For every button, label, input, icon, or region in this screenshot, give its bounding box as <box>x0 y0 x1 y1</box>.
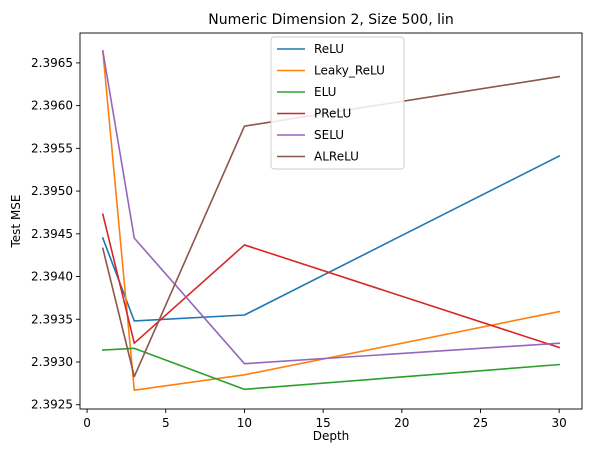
legend-label-relu: ReLU <box>314 42 344 56</box>
x-tick-label: 25 <box>473 416 488 430</box>
chart-title: Numeric Dimension 2, Size 500, lin <box>208 12 454 28</box>
legend-label-leaky-relu: Leaky_ReLU <box>314 64 385 78</box>
y-axis-label: Test MSE <box>9 195 23 249</box>
y-tick-label: 2.3925 <box>31 398 73 412</box>
x-tick-label: 30 <box>552 416 567 430</box>
y-tick-label: 2.3955 <box>31 141 73 155</box>
y-tick-label: 2.3935 <box>31 312 73 326</box>
series-line-leaky-relu <box>101 50 561 392</box>
legend-label-elu: ELU <box>314 85 336 99</box>
x-tick-label: 5 <box>162 416 170 430</box>
legend-label-alrelu: ALReLU <box>314 150 359 164</box>
x-tick-label: 10 <box>237 416 252 430</box>
legend: ReLU Leaky_ReLU ELU PReLU SELU ALReLU <box>270 36 405 170</box>
y-tick-label: 2.3965 <box>31 56 73 70</box>
x-tick-label: 0 <box>83 416 91 430</box>
x-tick-label: 20 <box>394 416 409 430</box>
plot-frame <box>79 32 583 410</box>
y-tick-label: 2.3960 <box>31 99 73 113</box>
y-tick-label: 2.3940 <box>31 270 73 284</box>
legend-label-selu: SELU <box>314 128 344 142</box>
series-line-elu <box>101 347 561 391</box>
legend-label-prelu: PReLU <box>314 107 351 121</box>
series-line-relu <box>101 154 561 322</box>
y-tick-label: 2.3950 <box>31 184 73 198</box>
y-tick-label: 2.3930 <box>31 355 73 369</box>
plot-area: 0 5 10 15 20 25 30 2.3925 2.3930 2.3935 2.3940 2.39… <box>31 32 583 430</box>
x-tick-label: 15 <box>315 416 330 430</box>
x-axis-label: Depth <box>313 429 350 443</box>
series-line-prelu <box>101 213 561 349</box>
y-tick-label: 2.3945 <box>31 227 73 241</box>
series-line-selu <box>101 50 561 365</box>
